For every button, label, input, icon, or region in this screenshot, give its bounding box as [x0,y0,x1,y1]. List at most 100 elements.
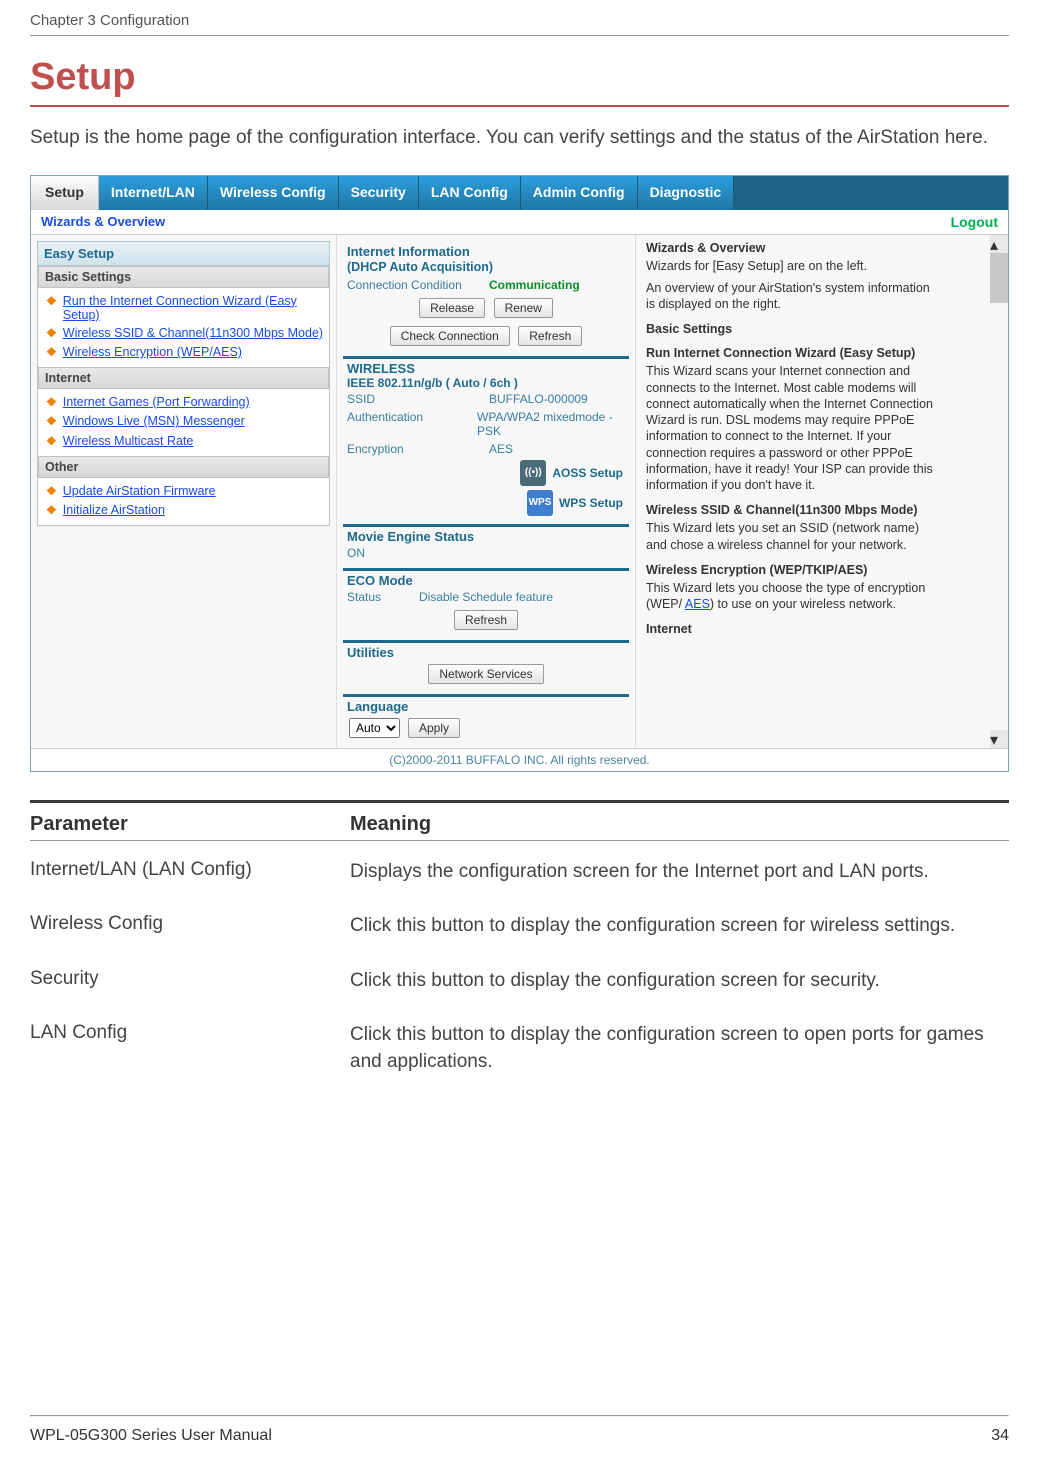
left-column: Easy Setup Basic Settings ❖ Run the Inter… [31,235,336,748]
basic-settings-head: Basic Settings [38,266,329,288]
manual-title: WPL-05G300 Series User Manual [30,1427,272,1445]
link-run-wizard[interactable]: Run the Internet Connection Wizard (Easy… [63,294,325,322]
help-p1: Wizards for [Easy Setup] are on the left… [646,258,935,274]
eco-status-label: Status [347,590,407,604]
bullet-icon: ❖ [46,395,57,411]
param-meaning: Displays the configuration screen for th… [350,859,1009,886]
tab-lan-config[interactable]: LAN Config [419,176,521,210]
aes-link[interactable]: AES [685,597,710,611]
bullet-icon: ❖ [46,326,57,342]
help-run-p: This Wizard scans your Internet connecti… [646,363,935,493]
tab-internet-lan[interactable]: Internet/LAN [99,176,208,210]
tab-wireless-config[interactable]: Wireless Config [208,176,339,210]
auth-label: Authentication [347,410,465,438]
scroll-up-button[interactable]: ▴ [990,235,1008,253]
check-connection-button[interactable]: Check Connection [390,326,510,346]
page-footer: WPL-05G300 Series User Manual 34 [30,1427,1009,1445]
link-internet-games[interactable]: Internet Games (Port Forwarding) [63,395,250,409]
ssid-label: SSID [347,392,477,406]
wps-setup-link[interactable]: WPS Setup [559,496,623,510]
aoss-setup-link[interactable]: AOSS Setup [552,466,623,480]
apply-button[interactable]: Apply [408,718,460,738]
param-name: Security [30,968,350,995]
conn-label: Connection Condition [347,278,477,292]
movie-status: ON [347,546,477,560]
help-basic-head: Basic Settings [646,322,935,336]
scroll-down-button[interactable]: ▾ [990,730,1008,748]
other-head: Other [38,456,329,478]
workspace: ▴ ▾ Easy Setup Basic Settings ❖ Run the I… [31,234,1008,748]
language-title: Language [343,699,629,714]
conn-value: Communicating [489,278,580,292]
renew-button[interactable]: Renew [494,298,553,318]
header-rule [30,35,1009,36]
link-multicast-rate[interactable]: Wireless Multicast Rate [63,434,194,448]
easy-setup-panel: Easy Setup Basic Settings ❖ Run the Inter… [37,241,330,526]
eco-refresh-button[interactable]: Refresh [454,610,518,630]
language-select[interactable]: Auto [349,718,400,738]
network-services-button[interactable]: Network Services [428,664,543,684]
wireless-title: WIRELESS [343,361,629,376]
footer-rule [30,1415,1009,1417]
param-name: LAN Config [30,1022,350,1075]
table-header: Parameter Meaning [30,813,1009,836]
eco-title: ECO Mode [343,573,629,588]
utilities-title: Utilities [343,645,629,660]
enc-label: Encryption [347,442,477,456]
wps-icon: WPS [527,490,553,516]
table-header-rule [30,840,1009,841]
title-underline [30,105,1009,107]
intro-text: Setup is the home page of the configurat… [30,125,1009,151]
movie-engine-title: Movie Engine Status [343,529,629,544]
navbar: Setup Internet/LAN Wireless Config Secur… [31,176,1008,210]
link-msn-messenger[interactable]: Windows Live (MSN) Messenger [63,414,245,428]
easy-setup-head: Easy Setup [38,242,329,266]
subbar: Wizards & Overview Logout [31,210,1008,234]
middle-column: Internet Information (DHCP Auto Acquisit… [336,235,636,748]
auth-value: WPA/WPA2 mixedmode - PSK [477,410,625,438]
right-column: Wizards & Overview Wizards for [Easy Set… [636,235,961,748]
tab-security[interactable]: Security [339,176,419,210]
wireless-sub: IEEE 802.11n/g/b ( Auto / 6ch ) [343,376,629,390]
breadcrumb[interactable]: Wizards & Overview [41,214,165,229]
col-parameter: Parameter [30,813,350,836]
tab-diagnostic[interactable]: Diagnostic [638,176,735,210]
internet-info-sub: (DHCP Auto Acquisition) [343,260,629,276]
link-ssid-channel[interactable]: Wireless SSID & Channel(11n300 Mbps Mode… [63,326,323,340]
wizards-overview-title: Wizards & Overview [646,241,935,255]
bullet-icon: ❖ [46,503,57,519]
internet-head: Internet [38,367,329,389]
param-meaning: Click this button to display the configu… [350,913,1009,940]
bullet-icon: ❖ [46,484,57,500]
link-wireless-encryption[interactable]: Wireless Encryption (WEP/AES) [63,345,242,359]
release-button[interactable]: Release [419,298,485,318]
link-initialize[interactable]: Initialize AirStation [63,503,165,517]
help-internet-head: Internet [646,622,935,636]
table-row: Wireless Config Click this button to dis… [30,913,1009,940]
aoss-icon: ((•)) [520,460,546,486]
tab-setup[interactable]: Setup [31,176,99,210]
help-run-head: Run Internet Connection Wizard (Easy Set… [646,346,935,360]
chapter-label: Chapter 3 Configuration [30,12,189,29]
page-header: Chapter 3 Configuration [30,0,1009,29]
param-name: Internet/LAN (LAN Config) [30,859,350,886]
col-meaning: Meaning [350,813,431,836]
bullet-icon: ❖ [46,294,57,310]
tab-admin-config[interactable]: Admin Config [521,176,638,210]
help-enc-p: This Wizard lets you choose the type of … [646,580,935,613]
help-p2: An overview of your AirStation's system … [646,280,935,313]
admin-screenshot: Setup Internet/LAN Wireless Config Secur… [30,175,1009,772]
table-row: Internet/LAN (LAN Config) Displays the c… [30,859,1009,886]
bullet-icon: ❖ [46,345,57,361]
param-meaning: Click this button to display the configu… [350,968,1009,995]
refresh-button[interactable]: Refresh [518,326,582,346]
logout-link[interactable]: Logout [951,214,998,230]
scroll-thumb[interactable] [990,253,1008,303]
page-title: Setup [30,56,1009,99]
help-ssid-head: Wireless SSID & Channel(11n300 Mbps Mode… [646,503,935,517]
param-name: Wireless Config [30,913,350,940]
eco-status-value: Disable Schedule feature [419,590,553,604]
help-enc-head: Wireless Encryption (WEP/TKIP/AES) [646,563,935,577]
link-update-firmware[interactable]: Update AirStation Firmware [63,484,216,498]
copyright: (C)2000-2011 BUFFALO INC. All rights res… [31,748,1008,771]
